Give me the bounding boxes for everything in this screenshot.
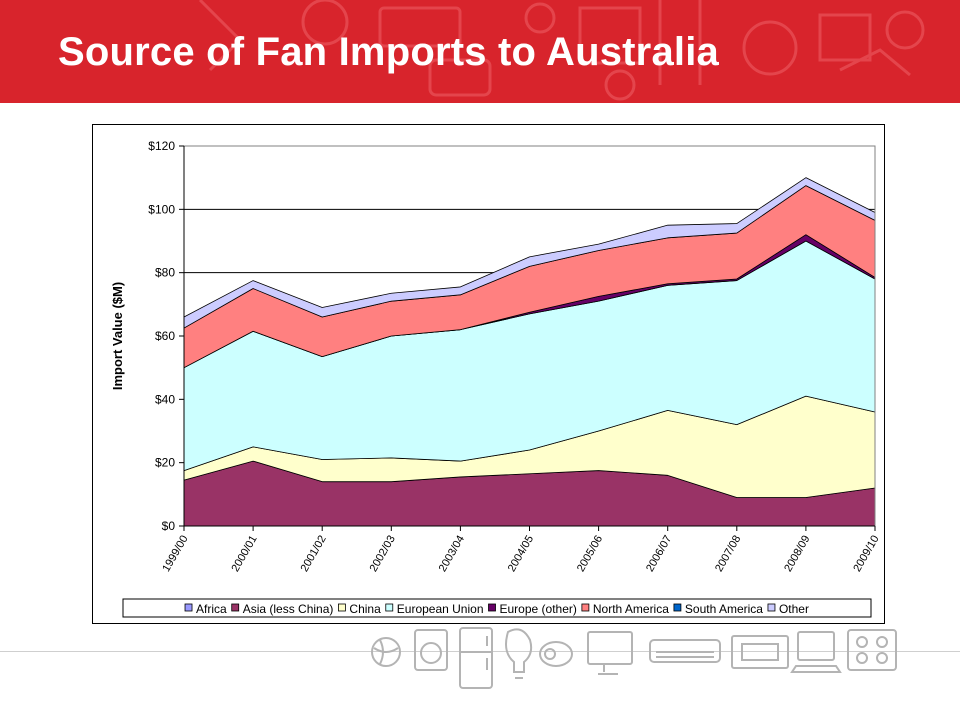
legend-swatch xyxy=(581,603,590,612)
appliance-pattern-decoration xyxy=(198,0,925,101)
air-conditioner-icon xyxy=(649,639,721,663)
television-icon xyxy=(587,631,633,675)
y-tick-label: $120 xyxy=(148,139,175,153)
legend-swatch xyxy=(184,603,193,612)
refrigerator-icon xyxy=(459,627,493,689)
y-tick-label: $60 xyxy=(155,329,175,343)
y-tick-label: $80 xyxy=(155,266,175,280)
legend-swatch xyxy=(231,603,240,612)
legend-box xyxy=(122,598,872,618)
heater-icon xyxy=(731,635,789,669)
vacuum-cleaner-icon xyxy=(539,641,573,667)
legend-swatch xyxy=(338,603,346,612)
y-tick-label: $40 xyxy=(155,392,175,406)
legend-swatch xyxy=(488,603,496,612)
y-axis-title: Import Value ($M) xyxy=(110,282,125,390)
legend-label: Other xyxy=(779,602,809,616)
y-tick-label: $20 xyxy=(155,456,175,470)
legend-swatch xyxy=(673,603,682,612)
computer-icon xyxy=(790,631,842,673)
y-tick-label: $0 xyxy=(162,519,176,533)
cooktop-icon xyxy=(847,629,897,671)
globe-icon xyxy=(371,637,401,667)
legend-label: Europe (other) xyxy=(500,602,577,616)
washing-machine-icon xyxy=(414,629,448,671)
area-series xyxy=(183,177,876,527)
legend-label: European Union xyxy=(397,602,484,616)
legend: Africa Asia (less China) China European Uni… xyxy=(122,598,872,618)
legend-swatch xyxy=(385,603,394,612)
slide-title: Source of Fan Imports to Australia xyxy=(58,30,719,74)
y-tick-label: $100 xyxy=(148,202,175,216)
legend-label: North America xyxy=(593,602,669,616)
legend-swatch xyxy=(767,603,776,612)
light-bulb-icon xyxy=(505,628,533,679)
title-banner: Source of Fan Imports to Australia xyxy=(0,0,960,103)
footer-appliance-icons xyxy=(371,627,897,689)
legend-label: China xyxy=(349,602,381,616)
legend-label: Africa xyxy=(196,602,227,616)
legend-label: Asia (less China) xyxy=(243,602,334,616)
legend-label: South America xyxy=(685,602,763,616)
